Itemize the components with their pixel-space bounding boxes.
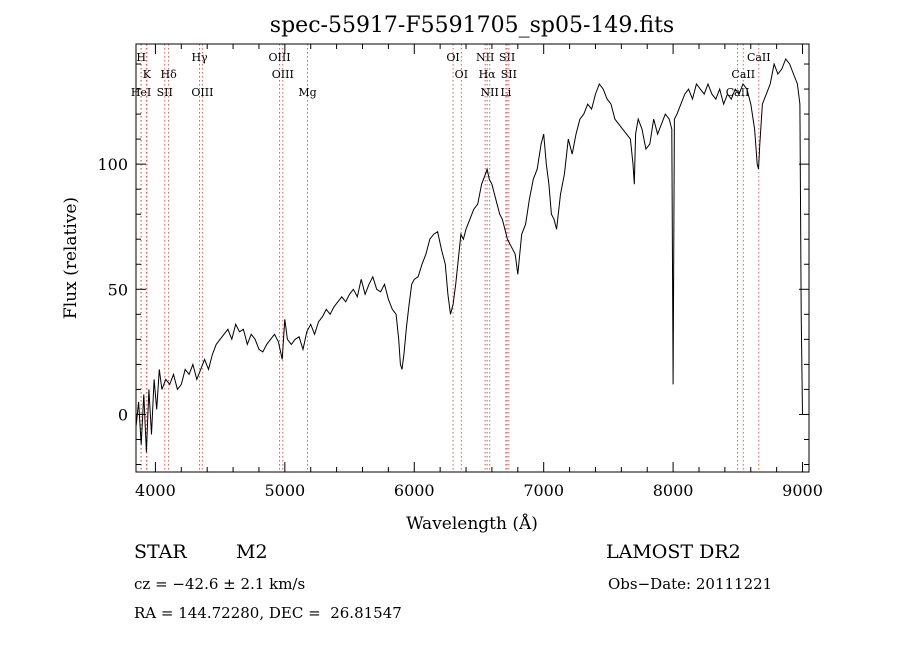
spectral-line-label: OI [446,51,459,64]
survey-name: LAMOST DR2 [606,541,741,563]
spectral-line-label: CaII [731,68,755,81]
spectrum-series-line [135,57,803,453]
spectral-line-label: NII [481,86,499,99]
chart-title: spec-55917-F5591705_sp05-149.fits [270,13,674,38]
axis-ticks: 4000 5000 6000 7000 8000 9000 0 50 100 [97,44,823,500]
spectral-line-label: Hγ [191,51,208,64]
spectral-lines-layer: HKHeIHδSIIHγOIIIOIIIOIIIMgOIOINIIHαNIISI… [131,44,771,472]
x-tick-label: 7000 [523,481,564,500]
x-tick-label: 8000 [653,481,694,500]
spectral-line-label: OIII [272,68,294,81]
observation-date: Obs−Date: 20111221 [608,575,773,593]
spectral-line-label: HeI [131,86,151,99]
coordinates: RA = 144.72280, DEC = 26.81547 [134,604,402,622]
spectral-line-label: OI [455,68,468,81]
spectral-line-label: SII [499,51,515,64]
spectral-line-label: Li [500,86,511,99]
spectral-line-label: SII [157,86,173,99]
redshift-velocity: cz = −42.6 ± 2.1 km/s [134,575,306,593]
spectral-line-label: OIII [268,51,290,64]
object-class: STAR [134,541,187,563]
y-tick-label: 100 [97,155,128,174]
x-tick-label: 9000 [782,481,823,500]
x-tick-label: 6000 [394,481,435,500]
x-tick-label: 4000 [135,481,176,500]
spectral-line-label: Hδ [161,68,178,81]
spectral-line-label: Hα [479,68,497,81]
object-subclass: M2 [236,541,268,563]
y-tick-label: 50 [108,280,128,299]
spectral-line-label: NII [476,51,494,64]
spectral-line-label: CaII [747,51,771,64]
spectral-line-label: SII [501,68,517,81]
x-axis-title: Wavelength (Å) [406,513,538,534]
y-axis-title: Flux (relative) [61,197,81,319]
plot-frame [135,43,810,473]
x-tick-label: 5000 [264,481,305,500]
spectral-line-label: OIII [191,86,213,99]
y-tick-label: 0 [118,405,128,424]
spectral-line-label: Mg [298,86,316,99]
spectral-line-label: K [143,68,152,81]
spectrum-chart: spec-55917-F5591705_sp05-149.fits HKHeIH… [61,13,823,534]
